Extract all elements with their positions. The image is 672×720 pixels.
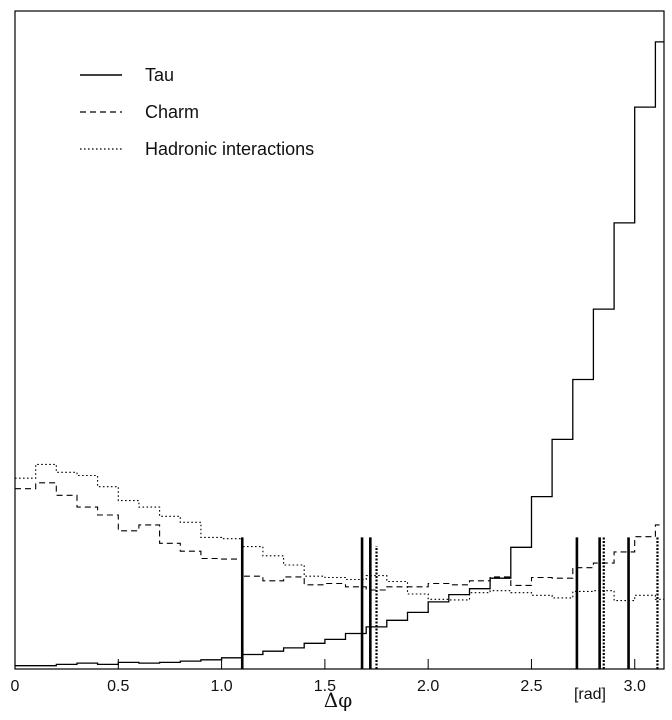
x-ticks-group: 0 0.5 1.0 1.5 2.0 2.5 3.0 (11, 659, 646, 695)
legend-label: Tau (145, 65, 174, 85)
event-markers-group (240, 537, 659, 669)
legend-label: Hadronic interactions (145, 139, 314, 159)
x-axis-unit: [rad] (574, 686, 606, 703)
x-tick-label: 1.5 (314, 678, 336, 695)
series-line-charm (15, 482, 664, 591)
series-line-hadronic-interactions (15, 463, 664, 602)
x-tick-label: 0.5 (107, 678, 129, 695)
plot-frame (14, 10, 665, 670)
x-tick-label: 3.0 (624, 678, 646, 695)
x-tick-label: 0 (11, 678, 20, 695)
series-group (15, 41, 664, 667)
legend: Tau Charm Hadronic interactions (80, 65, 314, 159)
series-line-tau (15, 41, 664, 667)
legend-label: Charm (145, 102, 199, 122)
x-axis-title: Δφ (324, 688, 352, 712)
x-tick-label: 2.5 (520, 678, 542, 695)
x-tick-label: 1.0 (210, 678, 232, 695)
x-tick-label: 2.0 (417, 678, 439, 695)
